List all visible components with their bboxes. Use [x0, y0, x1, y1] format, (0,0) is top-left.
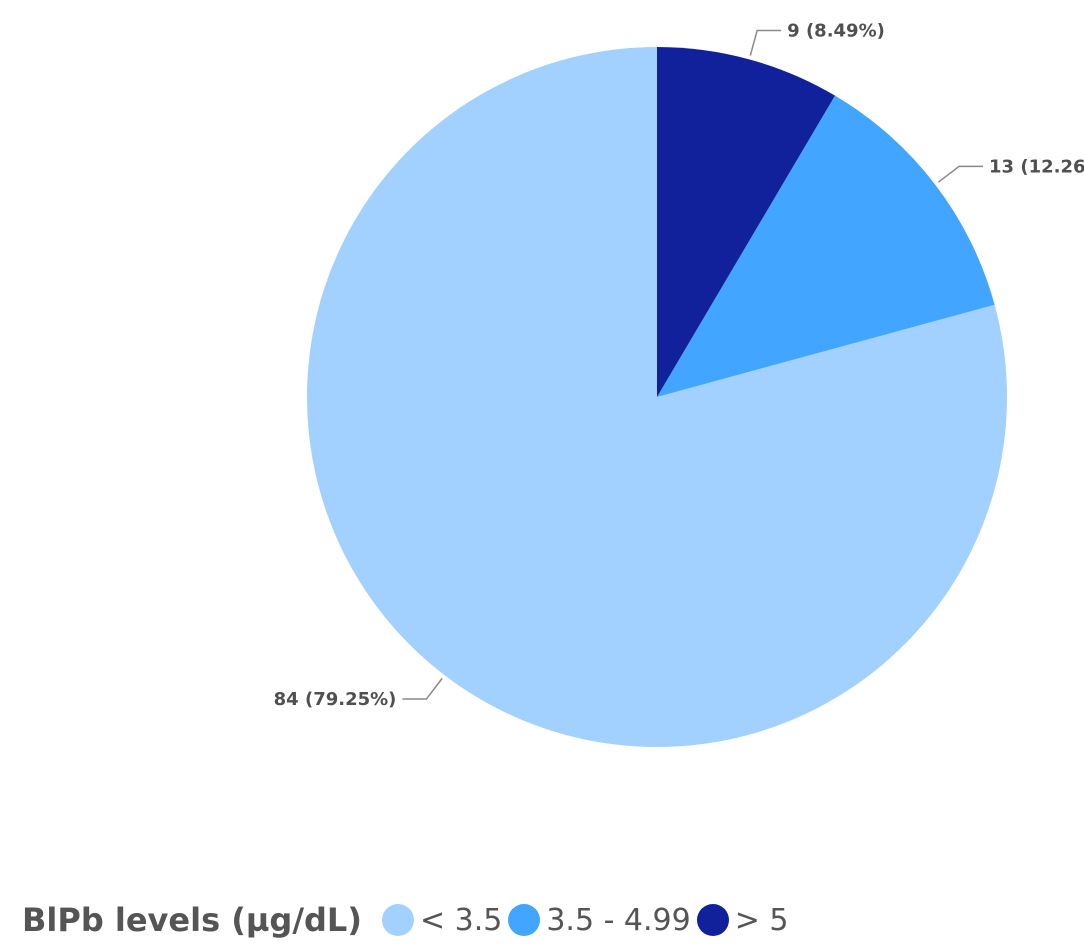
leader-line [937, 165, 984, 183]
legend-swatch [696, 904, 729, 936]
pie-slices [307, 47, 1007, 747]
pie-chart: 84 (79.25%) 13 (12.26%) 9 (8.49%) [274, 20, 1084, 747]
leader-line [749, 29, 782, 56]
legend-label: > 5 [734, 902, 789, 938]
pie-slice-5[interactable] [657, 47, 835, 397]
legend-swatch [381, 904, 414, 936]
data-label: 9 (8.49%) [787, 20, 885, 41]
legend-item-lt-3-5[interactable]: < 3.5 [381, 902, 503, 938]
legend-swatch [508, 904, 541, 936]
data-label: 84 (79.25%) [274, 689, 397, 710]
legend-label: < 3.5 [419, 902, 503, 938]
leader-line [402, 677, 443, 700]
data-label: 13 (12.26%) [989, 156, 1084, 177]
legend-label: 3.5 - 4.99 [546, 902, 691, 938]
pie-labels: 84 (79.25%) 13 (12.26%) 9 (8.49%) [274, 20, 1084, 710]
legend-title: BlPb levels (µg/dL) [22, 901, 362, 939]
pie-slice-3-5-4-99[interactable] [657, 95, 995, 397]
legend-item-3-5-to-4-99[interactable]: 3.5 - 4.99 [508, 902, 691, 938]
legend-item-gt-5[interactable]: > 5 [696, 902, 789, 938]
legend: BlPb levels (µg/dL) < 3.5 3.5 - 4.99 > 5 [22, 890, 795, 950]
